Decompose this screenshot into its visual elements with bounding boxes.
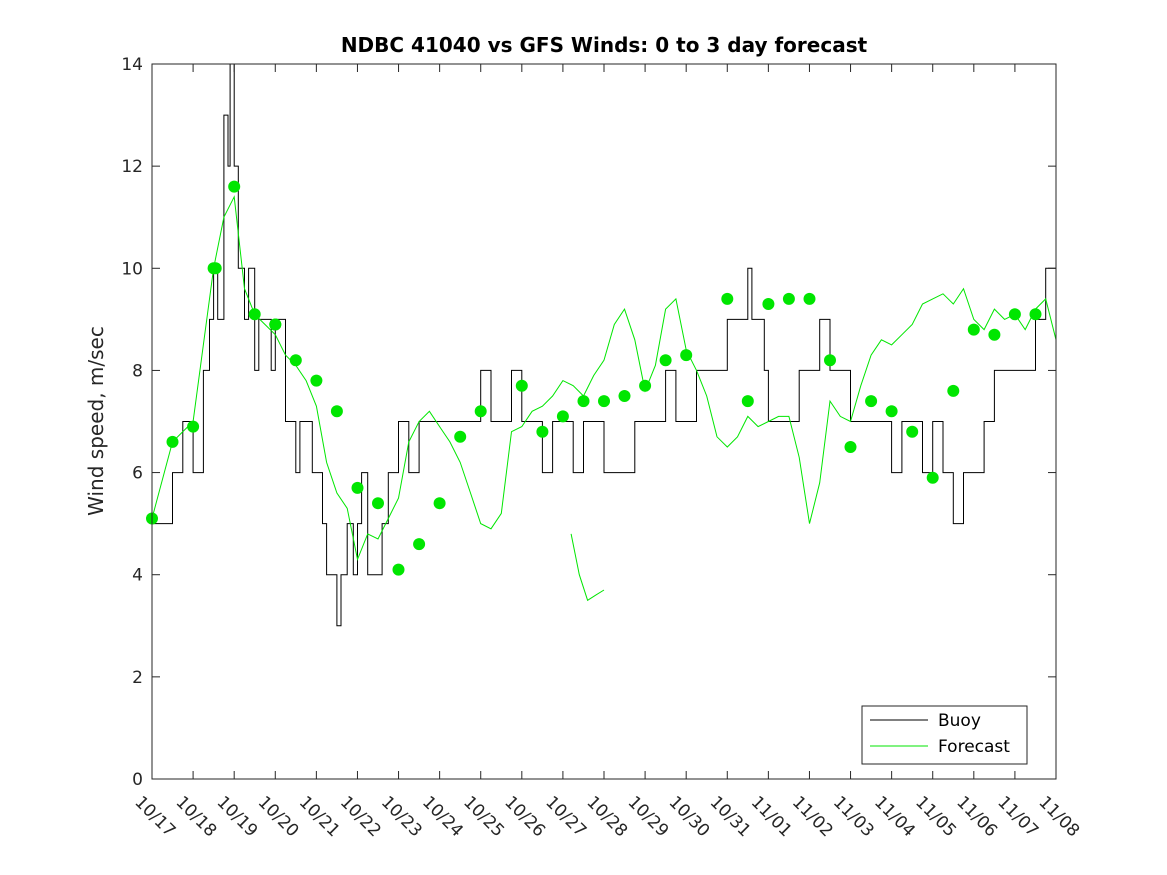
y-axis-ticks: 0 2 4 6 8 10 12 14 xyxy=(121,55,1056,790)
forecast-marker xyxy=(351,481,364,494)
forecast-marker xyxy=(536,425,549,438)
forecast-marker xyxy=(659,354,672,367)
forecast-marker xyxy=(885,405,898,418)
y-tick-label: 0 xyxy=(132,770,143,790)
forecast-marker xyxy=(680,349,693,362)
forecast-marker xyxy=(947,384,960,397)
forecast-marker xyxy=(474,405,487,418)
forecast-marker xyxy=(310,374,323,387)
chart-title: NDBC 41040 vs GFS Winds: 0 to 3 day fore… xyxy=(341,33,868,57)
y-tick-label: 6 xyxy=(132,464,143,484)
forecast-marker xyxy=(166,435,179,448)
forecast-marker xyxy=(330,405,343,418)
forecast-marker xyxy=(865,395,878,408)
forecast-marker xyxy=(372,497,384,510)
y-tick-label: 12 xyxy=(121,157,143,177)
forecast-marker xyxy=(248,308,261,321)
forecast-marker xyxy=(824,354,836,367)
forecast-marker xyxy=(556,410,569,423)
forecast-marker xyxy=(187,420,200,433)
forecast-marker xyxy=(988,328,1001,341)
forecast-marker xyxy=(413,538,426,551)
forecast-marker xyxy=(269,318,282,331)
y-tick-label: 4 xyxy=(132,566,143,586)
forecast-marker xyxy=(454,430,467,443)
legend: Buoy Forecast xyxy=(861,705,1028,765)
forecast-marker xyxy=(639,379,652,392)
forecast-marker xyxy=(926,471,939,484)
forecast-marker xyxy=(803,292,816,305)
forecast-marker xyxy=(577,395,590,408)
y-axis-label: Wind speed, m/sec xyxy=(84,326,108,516)
forecast-marker xyxy=(289,354,302,367)
forecast-marker xyxy=(433,497,446,510)
forecast-marker xyxy=(598,395,610,408)
forecast-marker xyxy=(228,180,241,193)
forecast-marker xyxy=(721,292,734,305)
forecast-marker xyxy=(515,379,528,392)
series-line-buoy xyxy=(152,63,1057,627)
series-line-forecast-tail-10-27-10-28- xyxy=(570,533,605,602)
forecast-marker xyxy=(782,292,795,305)
forecast-marker xyxy=(741,395,754,408)
forecast-marker xyxy=(762,298,775,310)
legend-label-buoy: Buoy xyxy=(938,711,981,731)
forecast-marker xyxy=(844,441,857,453)
y-tick-label: 10 xyxy=(121,259,143,279)
legend-label-forecast: Forecast xyxy=(938,737,1010,757)
forecast-marker xyxy=(967,323,980,336)
y-tick-label: 8 xyxy=(132,361,143,381)
forecast-marker xyxy=(392,563,405,576)
plot-area xyxy=(146,63,1057,780)
series-line-forecast xyxy=(151,195,1057,562)
forecast-marker xyxy=(618,390,631,402)
forecast-marker xyxy=(1029,308,1042,321)
y-tick-label: 2 xyxy=(132,668,143,688)
forecast-marker xyxy=(906,425,919,438)
forecast-marker xyxy=(209,262,222,275)
legend-box xyxy=(861,705,1028,765)
forecast-marker xyxy=(1008,308,1021,321)
y-tick-label: 14 xyxy=(121,55,143,75)
